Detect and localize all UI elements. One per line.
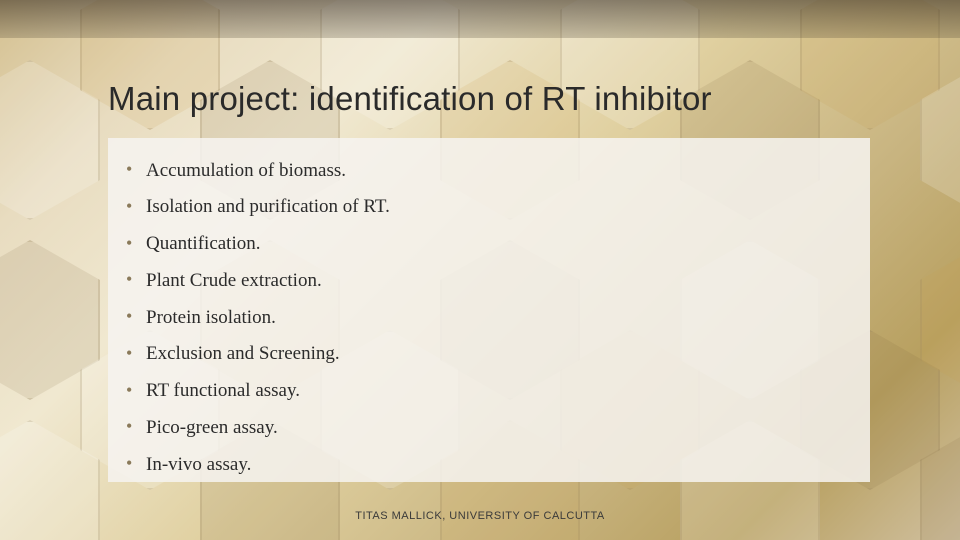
- slide-container: Main project: identification of RT inhib…: [0, 0, 960, 540]
- list-item: Isolation and purification of RT.: [126, 189, 852, 226]
- list-item: Plant Crude extraction.: [126, 262, 852, 299]
- footer-credit: TITAS MALLICK, UNIVERSITY OF CALCUTTA: [0, 510, 960, 522]
- slide-title: Main project: identification of RT inhib…: [108, 80, 712, 118]
- list-item: Accumulation of biomass.: [126, 152, 852, 189]
- list-item: In-vivo assay.: [126, 446, 852, 483]
- content-panel: Accumulation of biomass. Isolation and p…: [108, 138, 870, 482]
- list-item: Pico-green assay.: [126, 409, 852, 446]
- list-item: Exclusion and Screening.: [126, 336, 852, 373]
- list-item: Quantification.: [126, 226, 852, 263]
- bullet-list: Accumulation of biomass. Isolation and p…: [126, 152, 852, 483]
- list-item: Protein isolation.: [126, 299, 852, 336]
- list-item: RT functional assay.: [126, 373, 852, 410]
